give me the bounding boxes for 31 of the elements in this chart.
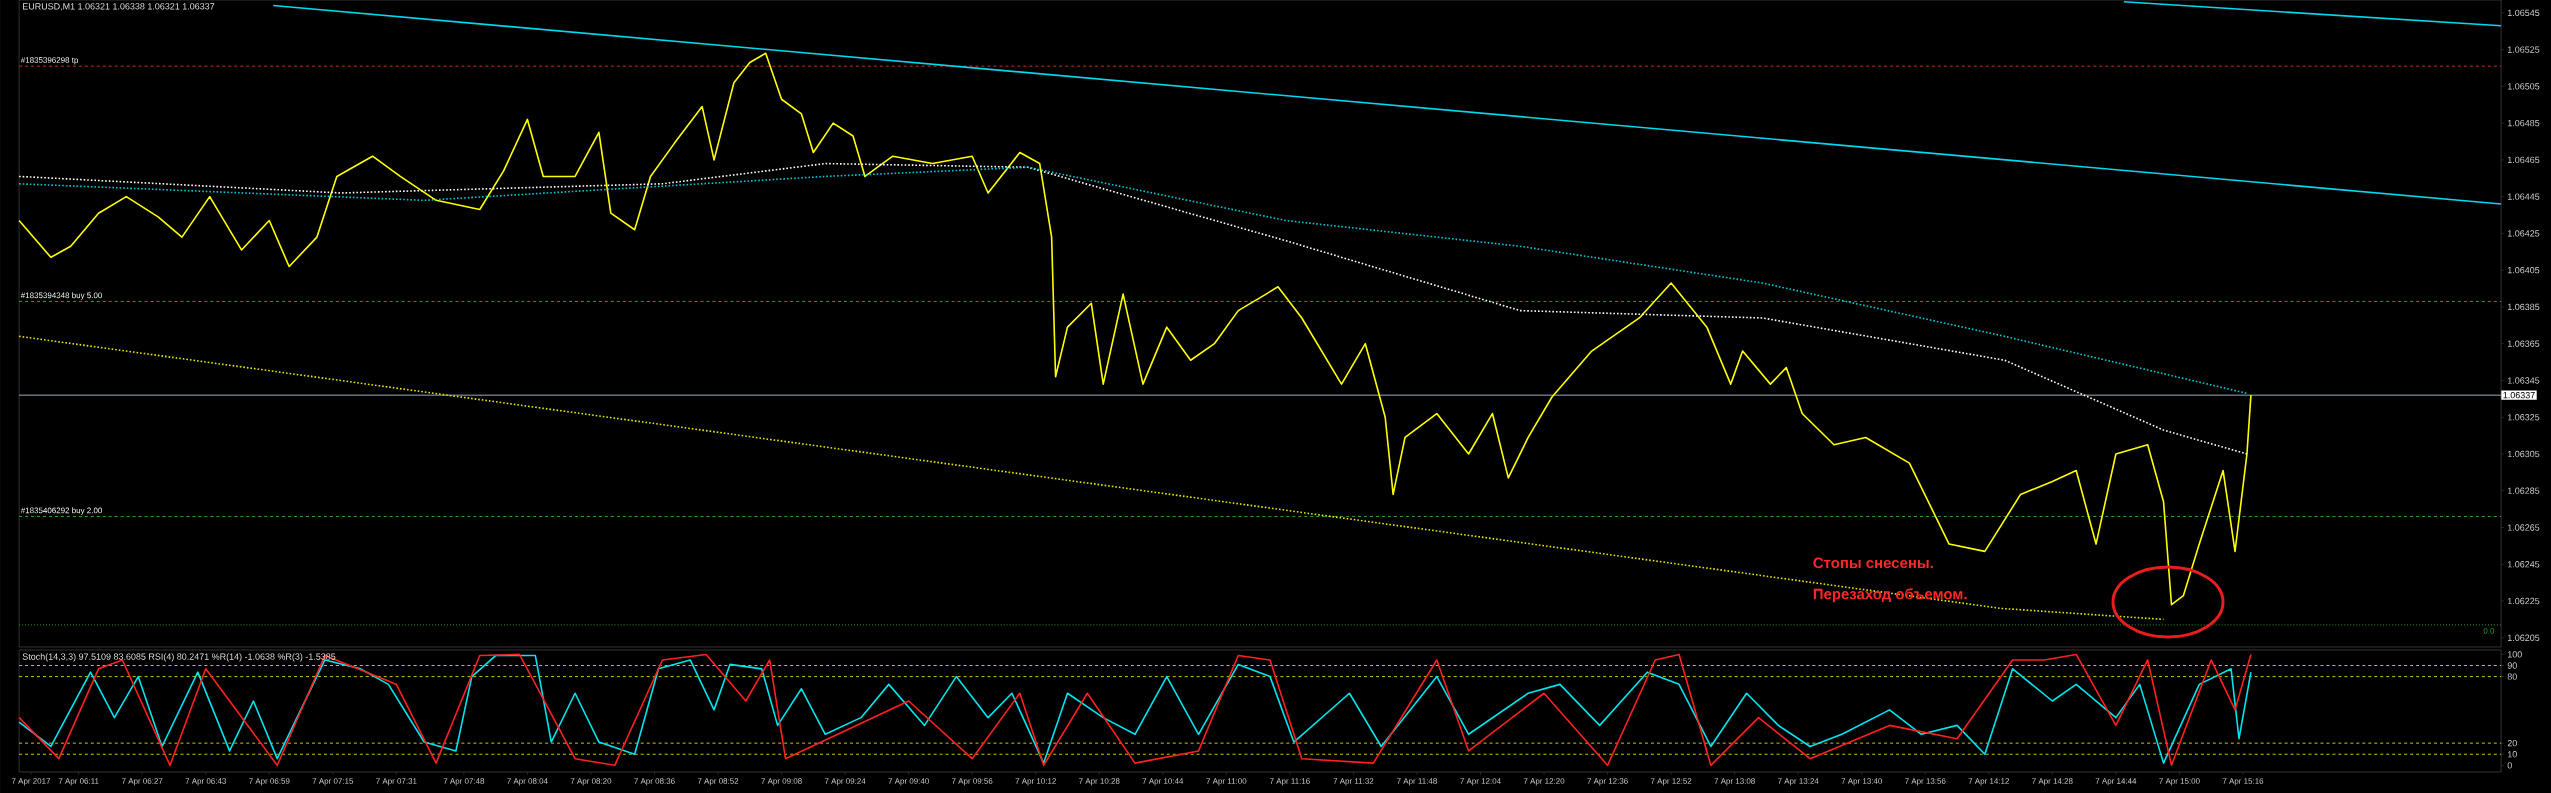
y-tick-label: 1.06545 [2507,9,2540,17]
y-tick-label: 0 [2507,762,2512,769]
chart-title: EURUSD,M1 1.06321 1.06338 1.06321 1.06337 [23,3,215,11]
line-series [18,52,2252,606]
y-tick-label: 1.06225 [2507,597,2540,605]
annotation: Стопы снесены. [1813,557,1933,569]
y-tick-label: 1.06385 [2507,303,2540,311]
y-tick-label: 1.06525 [2507,46,2540,53]
y-tick-label: 1.06265 [2507,524,2540,531]
y-tick-label: 20 [2507,739,2517,747]
y-tick-label: 1.06425 [2507,230,2540,237]
y-tick-label: 1.06285 [2507,487,2540,494]
line-series [18,166,2248,395]
y-tick-label: 1.06445 [2507,193,2540,200]
y-tick-label: 1.06405 [2507,267,2540,274]
y-tick-label: 1.06305 [2507,450,2540,458]
ref-line-label: 1.06337 [2503,391,2535,399]
y-tick-label: 10 [2507,751,2517,758]
y-tick-label: 1.06245 [2507,561,2540,568]
y-tick-label: 1.06465 [2507,156,2540,164]
line-series [18,162,2248,455]
y-tick-label: 80 [2507,673,2517,680]
y-tick-label: 1.06365 [2507,340,2540,347]
y-tick-label: 1.06505 [2507,83,2540,90]
y-tick-label: 1.06325 [2507,414,2540,421]
y-tick-label: 1.06485 [2507,119,2540,127]
annotation: Перезаход объемом. [1813,588,1967,603]
y-tick-label: 1.06205 [2507,634,2540,641]
y-tick-label: 90 [2507,662,2517,669]
y-tick-label: 1.06345 [2507,377,2540,384]
y-tick-label: 100 [2507,651,2522,658]
